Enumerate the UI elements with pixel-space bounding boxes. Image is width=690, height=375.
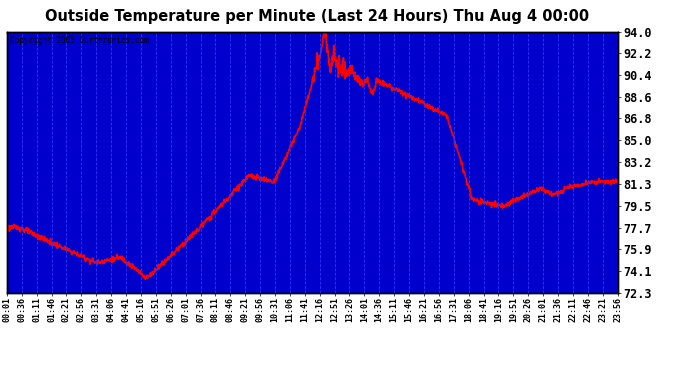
Text: Copyright 2005 Gurttronics.com: Copyright 2005 Gurttronics.com — [10, 36, 149, 45]
Text: Outside Temperature per Minute (Last 24 Hours) Thu Aug 4 00:00: Outside Temperature per Minute (Last 24 … — [46, 9, 589, 24]
